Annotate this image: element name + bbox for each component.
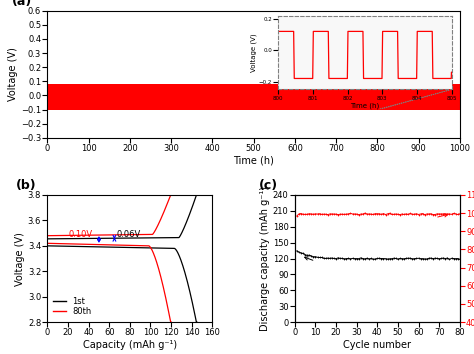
Legend: 1st, 80th: 1st, 80th <box>52 295 93 318</box>
Y-axis label: Voltage (V): Voltage (V) <box>15 232 25 286</box>
Text: 0.10V: 0.10V <box>68 230 92 239</box>
Y-axis label: Discharge capacity (mAh g⁻¹): Discharge capacity (mAh g⁻¹) <box>260 186 270 331</box>
Text: (a): (a) <box>12 0 33 8</box>
Y-axis label: Voltage (V): Voltage (V) <box>8 47 18 101</box>
X-axis label: Time (h): Time (h) <box>233 156 274 166</box>
Text: 0.06V: 0.06V <box>117 230 141 239</box>
Text: (b): (b) <box>16 179 36 193</box>
X-axis label: Capacity (mAh g⁻¹): Capacity (mAh g⁻¹) <box>83 340 177 350</box>
Text: (c): (c) <box>258 179 278 193</box>
X-axis label: Cycle number: Cycle number <box>343 340 411 350</box>
